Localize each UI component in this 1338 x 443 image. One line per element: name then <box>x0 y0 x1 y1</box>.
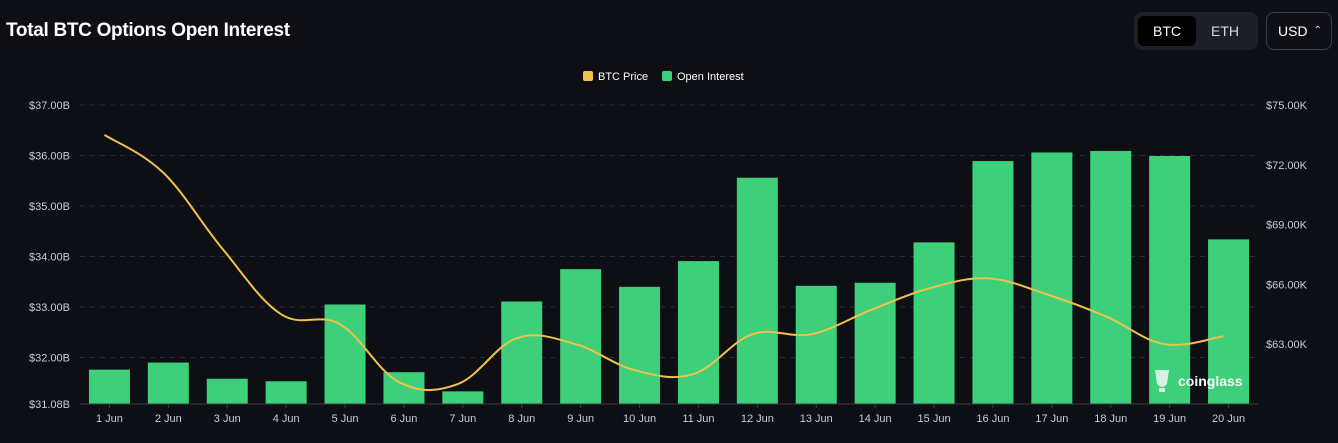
y-left-tick-label: $33.00B <box>29 302 70 314</box>
x-tick-label: 17 Jun <box>1035 413 1068 425</box>
x-tick-label: 11 Jun <box>682 413 714 425</box>
y-right-tick-label: $75.00K <box>1266 100 1308 112</box>
coinglass-logo-icon <box>1155 370 1169 392</box>
x-tick-label: 15 Jun <box>918 413 951 425</box>
x-tick-label: 2 Jun <box>155 413 182 425</box>
x-tick-label: 16 Jun <box>976 413 1009 425</box>
watermark-text: coinglass <box>1178 373 1243 389</box>
currency-select[interactable]: USD ⌃ <box>1266 12 1332 50</box>
bar <box>206 378 248 404</box>
x-tick-label: 9 Jun <box>567 413 594 425</box>
coin-option-btc[interactable]: BTC <box>1138 16 1196 46</box>
bar <box>501 301 543 404</box>
line-series <box>103 134 1224 392</box>
legend-swatch <box>583 71 593 81</box>
x-tick-label: 7 Jun <box>449 413 476 425</box>
coin-option-eth[interactable]: ETH <box>1211 23 1239 39</box>
y-left-tick-label: $32.00B <box>29 353 70 365</box>
bar <box>147 362 189 404</box>
bar <box>1149 156 1191 404</box>
bar <box>324 304 366 404</box>
bar <box>619 286 661 404</box>
page-title: Total BTC Options Open Interest <box>6 20 290 41</box>
bar <box>677 261 719 404</box>
currency-value: USD <box>1278 23 1308 39</box>
x-axis: 1 Jun 2 Jun 3 Jun 4 Jun 5 Jun 6 Jun 7 Jun 8 Jun… <box>80 403 1258 425</box>
btc-price-line <box>103 134 1224 392</box>
x-tick-label: 6 Jun <box>390 413 417 425</box>
x-tick-label: 3 Jun <box>214 413 241 425</box>
x-tick-label: 1 Jun <box>96 413 123 425</box>
bar <box>854 282 896 404</box>
x-tick-label: 19 Jun <box>1153 413 1186 425</box>
logo-cup <box>1155 370 1169 387</box>
legend-label: BTC Price <box>598 71 648 83</box>
x-tick-label: 5 Jun <box>332 413 359 425</box>
bar-series <box>88 150 1250 404</box>
bar <box>442 391 484 404</box>
legend-label: Open Interest <box>677 71 744 83</box>
bar <box>972 161 1014 404</box>
bar <box>88 369 130 404</box>
bar <box>736 177 778 404</box>
y-right-tick-label: $69.00K <box>1266 220 1308 232</box>
bar <box>560 269 602 404</box>
bar <box>1090 150 1132 404</box>
x-tick-label: 13 Jun <box>800 413 833 425</box>
up-down-chevron-icon: ⌃ <box>1313 25 1322 36</box>
y-right-tick-label: $72.00K <box>1266 160 1308 172</box>
bar <box>913 242 955 404</box>
x-tick-label: 10 Jun <box>623 413 656 425</box>
x-tick-label: 18 Jun <box>1094 413 1127 425</box>
y-left-tick-label: $34.00B <box>29 252 70 264</box>
y-left-tick-label: $36.00B <box>29 151 70 163</box>
legend: BTC Price Open Interest <box>583 71 744 83</box>
y-axis-right: $75.00K $72.00K $69.00K $66.00K $63.00K <box>1266 100 1308 351</box>
x-tick-label: 20 Jun <box>1212 413 1245 425</box>
legend-swatch <box>662 71 672 81</box>
chart-grid <box>80 104 1258 359</box>
x-tick-label: 14 Jun <box>859 413 892 425</box>
logo-base <box>1159 388 1165 392</box>
y-left-tick-label: $35.00B <box>29 201 70 213</box>
coin-toggle: BTC ETH <box>1134 12 1258 50</box>
x-tick-label: 12 Jun <box>741 413 774 425</box>
x-tick-label: 4 Jun <box>273 413 300 425</box>
x-tick-label: 8 Jun <box>508 413 535 425</box>
watermark: coinglass <box>1155 370 1243 392</box>
bar <box>1031 152 1073 404</box>
y-axis-left: $37.00B $36.00B $35.00B $34.00B $33.00B $32.0… <box>29 100 70 411</box>
bar <box>795 285 837 404</box>
bar <box>265 381 307 404</box>
y-left-tick-label: $31.08B <box>29 399 70 411</box>
bar <box>1208 239 1250 404</box>
y-right-tick-label: $63.00K <box>1266 339 1308 351</box>
y-right-tick-label: $66.00K <box>1266 279 1308 291</box>
y-left-tick-label: $37.00B <box>29 100 70 112</box>
